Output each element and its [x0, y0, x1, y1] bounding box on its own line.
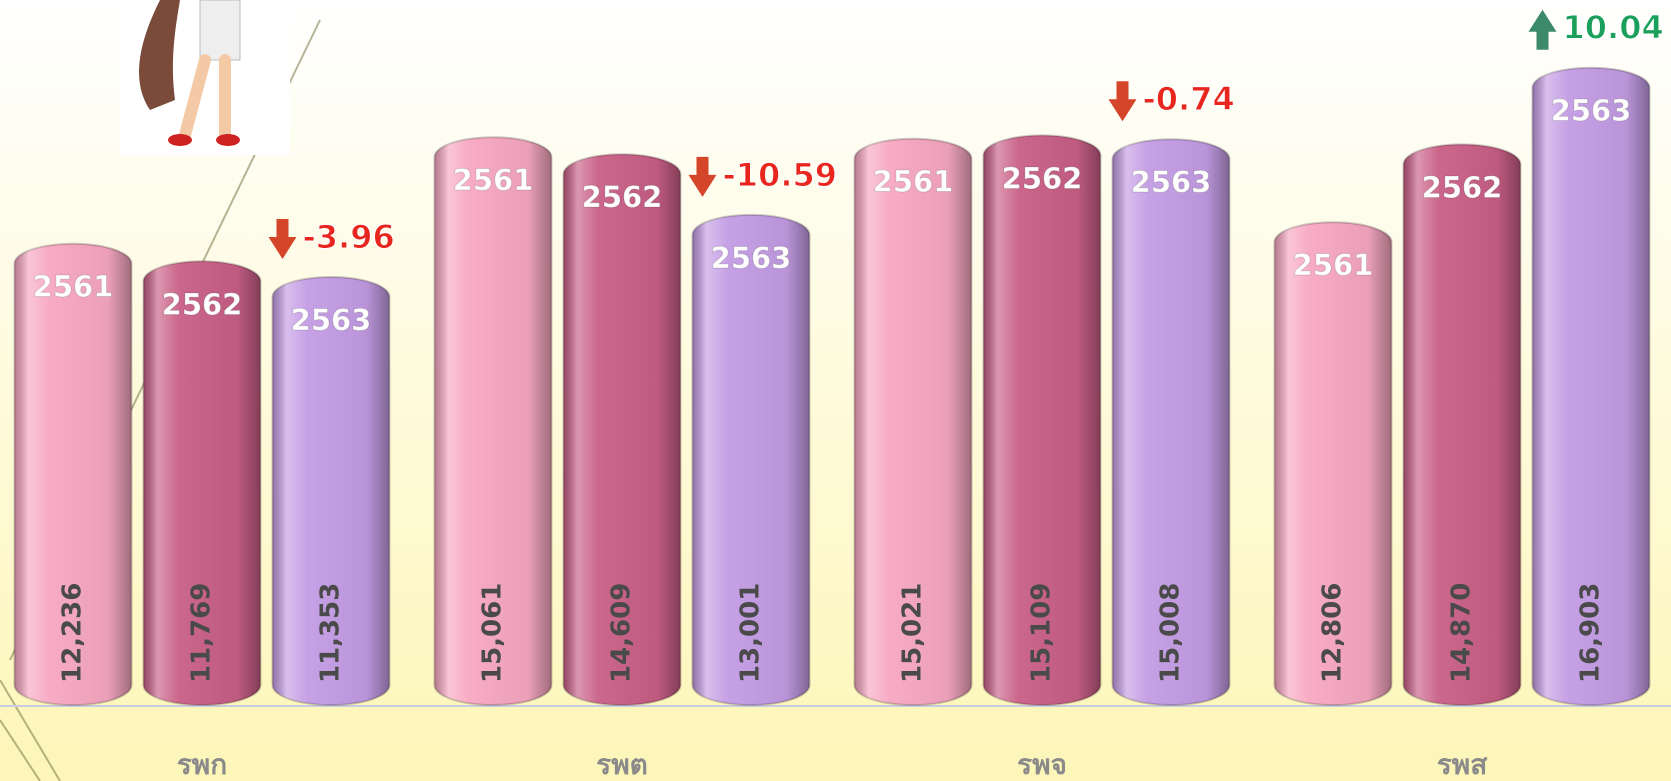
cartoon-figure [120, 0, 290, 155]
x-tick-label: รพจ [1017, 748, 1067, 781]
series-label: 2563 [291, 303, 372, 337]
change-arrow [1528, 9, 1557, 50]
value-label: 15,109 [1027, 583, 1057, 683]
x-tick-label: รพส [1437, 748, 1488, 781]
bar-shine [692, 214, 810, 705]
series-label: 2563 [1551, 94, 1632, 128]
series-label: 2561 [873, 165, 954, 199]
series-label: 2562 [1002, 161, 1083, 195]
value-label: 13,001 [736, 583, 766, 683]
series-label: 2561 [453, 163, 534, 197]
series-label: 2562 [1422, 170, 1503, 204]
series-label: 2562 [162, 287, 243, 321]
value-label: 16,903 [1576, 583, 1606, 683]
bar-shine [1274, 222, 1392, 705]
change-label: -10.59 [723, 156, 838, 194]
bar-shine [272, 276, 390, 705]
series-label: 2561 [33, 270, 114, 304]
change-label: -3.96 [303, 218, 395, 256]
bar-shine [563, 154, 681, 705]
value-label: 12,806 [1318, 583, 1348, 683]
value-label: 15,008 [1156, 583, 1186, 683]
bar-shine [1112, 139, 1230, 705]
value-label: 11,769 [187, 583, 217, 683]
series-label: 2562 [582, 180, 663, 214]
change-arrow [688, 156, 717, 197]
series-label: 2563 [711, 241, 792, 275]
bar-shine [983, 135, 1101, 705]
bar-shine [1403, 144, 1521, 705]
value-label: 15,021 [898, 583, 928, 683]
x-tick-label: รพก [177, 748, 227, 781]
change-label: -0.74 [1143, 80, 1235, 118]
value-label: 14,609 [607, 583, 637, 683]
bar-shine [143, 261, 261, 705]
value-label: 11,353 [316, 583, 346, 683]
x-tick-label: รพต [596, 748, 648, 781]
bar-shine [14, 243, 132, 705]
value-label: 15,061 [478, 583, 508, 683]
series-label: 2563 [1131, 165, 1212, 199]
series-label: 2561 [1293, 248, 1374, 282]
value-label: 14,870 [1447, 583, 1477, 683]
bar-shine [434, 137, 552, 705]
value-label: 12,236 [58, 583, 88, 683]
change-arrow [1108, 81, 1137, 122]
bar-shine [1532, 67, 1650, 705]
change-label: 10.04 [1563, 9, 1664, 47]
change-arrow [268, 218, 297, 259]
bar-shine [854, 138, 972, 706]
